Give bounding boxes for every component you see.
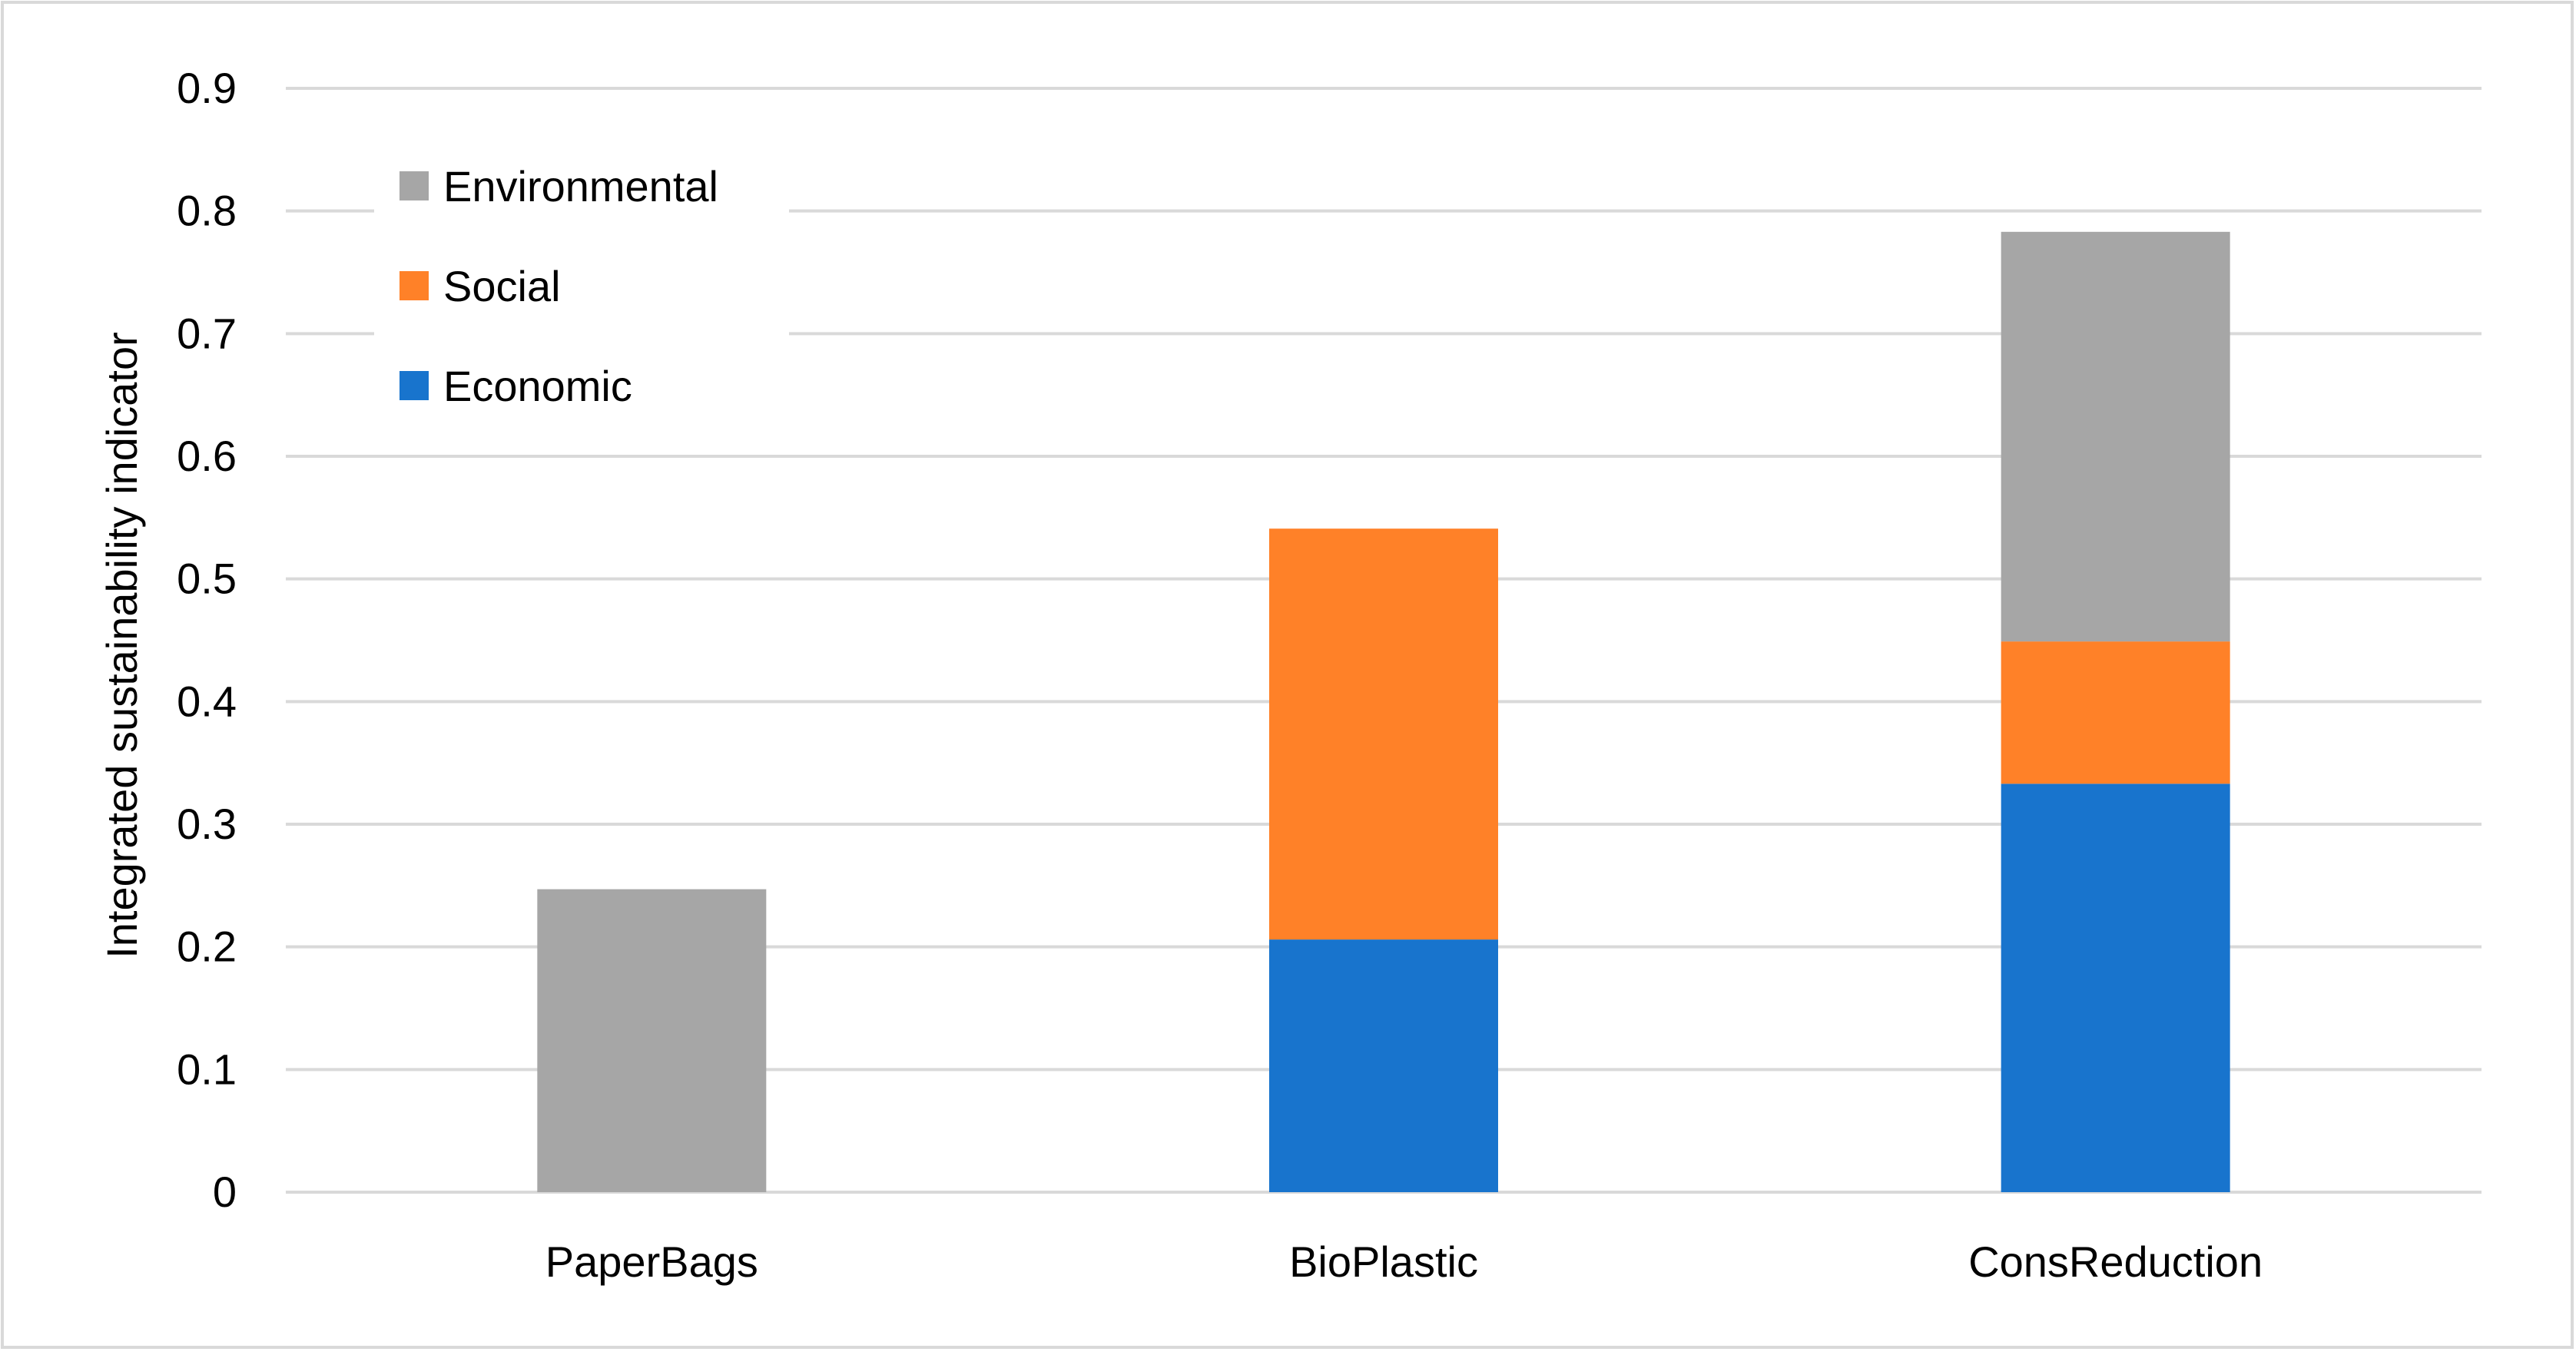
legend-swatch-environmental	[399, 171, 429, 200]
y-tick-label: 0.7	[177, 309, 237, 357]
y-tick-label: 0.3	[177, 800, 237, 848]
bar-segment-environmental-paperbags	[537, 889, 767, 1192]
y-tick-label: 0.9	[177, 64, 237, 112]
bar-segment-social-consreduction	[2001, 641, 2230, 784]
y-tick-label: 0.6	[177, 432, 237, 480]
y-tick-label: 0	[213, 1168, 237, 1216]
y-tick-label: 0.8	[177, 187, 237, 235]
bar-segment-economic-consreduction	[2001, 784, 2230, 1192]
legend-label-social: Social	[443, 262, 561, 310]
y-axis-label: Integrated sustainability indicator	[98, 332, 146, 959]
y-tick-label: 0.2	[177, 923, 237, 971]
y-tick-label: 0.4	[177, 677, 237, 725]
y-tick-label: 0.5	[177, 555, 237, 603]
legend-swatch-economic	[399, 371, 429, 400]
x-tick-label: PaperBags	[545, 1237, 758, 1286]
bars	[537, 231, 2230, 1192]
bar-segment-environmental-consreduction	[2001, 231, 2230, 642]
axes: Integrated sustainability indicator 0 0.1…	[98, 64, 2263, 1286]
legend-label-environmental: Environmental	[443, 162, 718, 210]
legend-swatch-social	[399, 271, 429, 300]
bar-segment-economic-bioplastic	[1269, 939, 1498, 1192]
legend-background	[374, 146, 789, 415]
x-tick-label: BioPlastic	[1289, 1237, 1478, 1286]
y-tick-label: 0.1	[177, 1045, 237, 1093]
legend: Environmental Social Economic	[374, 146, 789, 415]
x-tick-label: ConsReduction	[1968, 1237, 2263, 1286]
bar-segment-social-bioplastic	[1269, 528, 1498, 940]
legend-label-economic: Economic	[443, 362, 632, 410]
